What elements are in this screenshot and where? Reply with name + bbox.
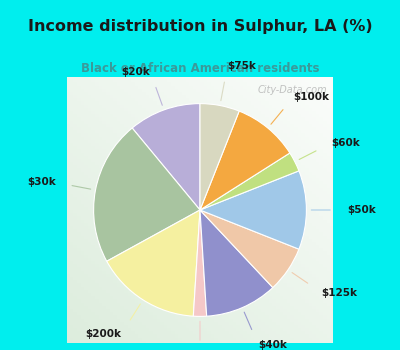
Text: $75k: $75k bbox=[228, 61, 256, 71]
Text: $200k: $200k bbox=[85, 329, 121, 339]
Text: $30k: $30k bbox=[27, 177, 56, 188]
Text: $60k: $60k bbox=[331, 138, 360, 148]
Wedge shape bbox=[193, 210, 207, 316]
Wedge shape bbox=[200, 210, 299, 288]
Wedge shape bbox=[94, 128, 200, 261]
Text: $20k: $20k bbox=[122, 67, 150, 77]
Wedge shape bbox=[200, 171, 306, 249]
Text: City-Data.com: City-Data.com bbox=[258, 85, 328, 95]
Text: $100k: $100k bbox=[294, 92, 330, 102]
Wedge shape bbox=[200, 153, 299, 210]
Text: $40k: $40k bbox=[258, 340, 287, 350]
Wedge shape bbox=[200, 104, 239, 210]
Wedge shape bbox=[200, 210, 273, 316]
Text: $50k: $50k bbox=[347, 205, 376, 215]
Text: Black or African American residents: Black or African American residents bbox=[81, 62, 319, 75]
Wedge shape bbox=[132, 104, 200, 210]
Text: $125k: $125k bbox=[322, 288, 358, 298]
Wedge shape bbox=[107, 210, 200, 316]
Wedge shape bbox=[200, 111, 290, 210]
Text: Income distribution in Sulphur, LA (%): Income distribution in Sulphur, LA (%) bbox=[28, 19, 372, 34]
